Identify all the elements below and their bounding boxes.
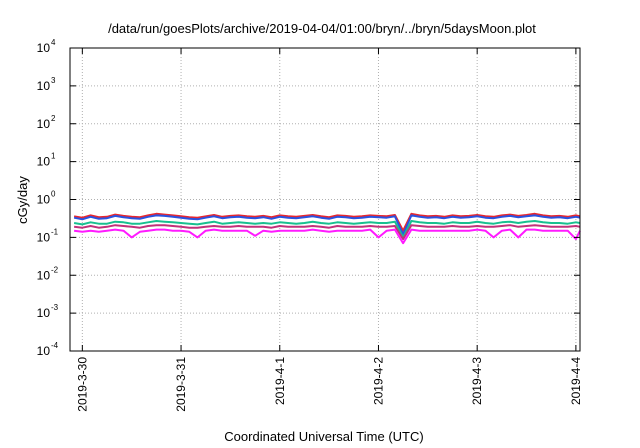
x-tick-label: 2019-4-1	[273, 357, 287, 405]
y-tick-label: 10	[37, 79, 51, 93]
series-line-3	[73, 220, 581, 239]
y-tick-label: 10	[37, 230, 51, 244]
y-tick-base: 10	[37, 155, 51, 169]
y-tick-exponent: 4	[51, 38, 56, 47]
y-tick-exponent: 2	[51, 114, 56, 123]
x-tick-label: 2019-4-3	[470, 357, 484, 405]
x-axis-label: Coordinated Universal Time (UTC)	[224, 429, 423, 444]
y-tick-label: 10	[37, 117, 51, 131]
y-tick-exponent: -3	[51, 303, 59, 312]
x-tick-label: 2019-4-2	[371, 357, 385, 405]
y-tick-exponent: -1	[51, 227, 59, 236]
y-tick-label: 10	[37, 306, 51, 320]
series-line-5	[73, 228, 581, 245]
series-line-1	[73, 212, 581, 232]
y-tick-label: 10	[37, 41, 51, 55]
x-ticks: 2019-3-30 2019-3-31 2019-4-1 2019-4-2 2019-4…	[75, 48, 583, 412]
y-tick-base: 10	[37, 230, 51, 244]
y-tick-exponent: -2	[51, 265, 59, 274]
y-tick-base: 10	[37, 193, 51, 207]
y-tick-base: 10	[37, 41, 51, 55]
y-tick-exponent: 1	[51, 152, 56, 161]
y-tick-base: 10	[37, 79, 51, 93]
y-tick-label: 10	[37, 268, 51, 282]
y-axis-label: cGy/day	[15, 176, 30, 224]
x-tick-label: 2019-3-31	[174, 357, 188, 412]
x-tick-label: 2019-3-30	[75, 357, 89, 412]
y-tick-exponent: -4	[51, 341, 59, 350]
series-group	[73, 212, 581, 245]
series-line-2	[73, 214, 581, 236]
y-tick-base: 10	[37, 344, 51, 358]
y-tick-exponent: 3	[51, 76, 56, 85]
y-tick-base: 10	[37, 306, 51, 320]
y-tick-base: 10	[37, 268, 51, 282]
x-tick-label: 2019-4-4	[569, 357, 583, 405]
y-tick-base: 10	[37, 117, 51, 131]
chart-title: /data/run/goesPlots/archive/2019-04-04/0…	[108, 21, 536, 36]
y-tick-label: 10	[37, 344, 51, 358]
y-tick-label: 10	[37, 155, 51, 169]
grid	[70, 47, 580, 352]
y-tick-exponent: 0	[51, 190, 56, 199]
series-line-4	[73, 224, 581, 241]
y-tick-label: 10	[37, 193, 51, 207]
